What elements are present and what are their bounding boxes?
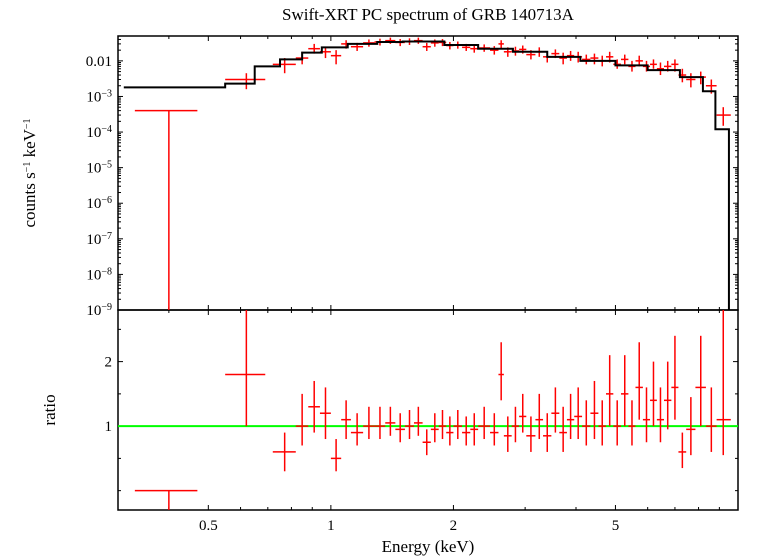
- spectrum-chart: Swift-XRT PC spectrum of GRB 140713A 0.5 1…: [0, 0, 758, 556]
- x-tick-label: 5: [612, 518, 620, 534]
- x-tick-label: 0.5: [199, 518, 218, 534]
- y-tick-label-bottom: 1: [105, 419, 113, 435]
- y-tick-label-top: 10−4: [86, 124, 112, 142]
- y-tick-label-top: 10−3: [86, 88, 112, 106]
- y-tick-label-top: 10−8: [86, 266, 112, 284]
- y-tick-label-top: 10−5: [86, 159, 112, 177]
- y-tick-label-top: 0.01: [86, 54, 112, 70]
- y-axis-label-bottom: ratio: [40, 394, 59, 425]
- x-tick-label: 2: [450, 518, 458, 534]
- x-tick-label: 1: [327, 518, 335, 534]
- y-tick-label-top: 10−7: [86, 230, 112, 248]
- y-tick-label-top: 10−9: [86, 302, 112, 320]
- chart-title: Swift-XRT PC spectrum of GRB 140713A: [282, 5, 575, 24]
- y-tick-label-top: 10−6: [86, 195, 112, 213]
- y-axis-label-top: counts s−1 keV−1: [20, 118, 39, 227]
- x-axis-label: Energy (keV): [382, 537, 475, 556]
- y-tick-label-bottom: 2: [105, 355, 113, 371]
